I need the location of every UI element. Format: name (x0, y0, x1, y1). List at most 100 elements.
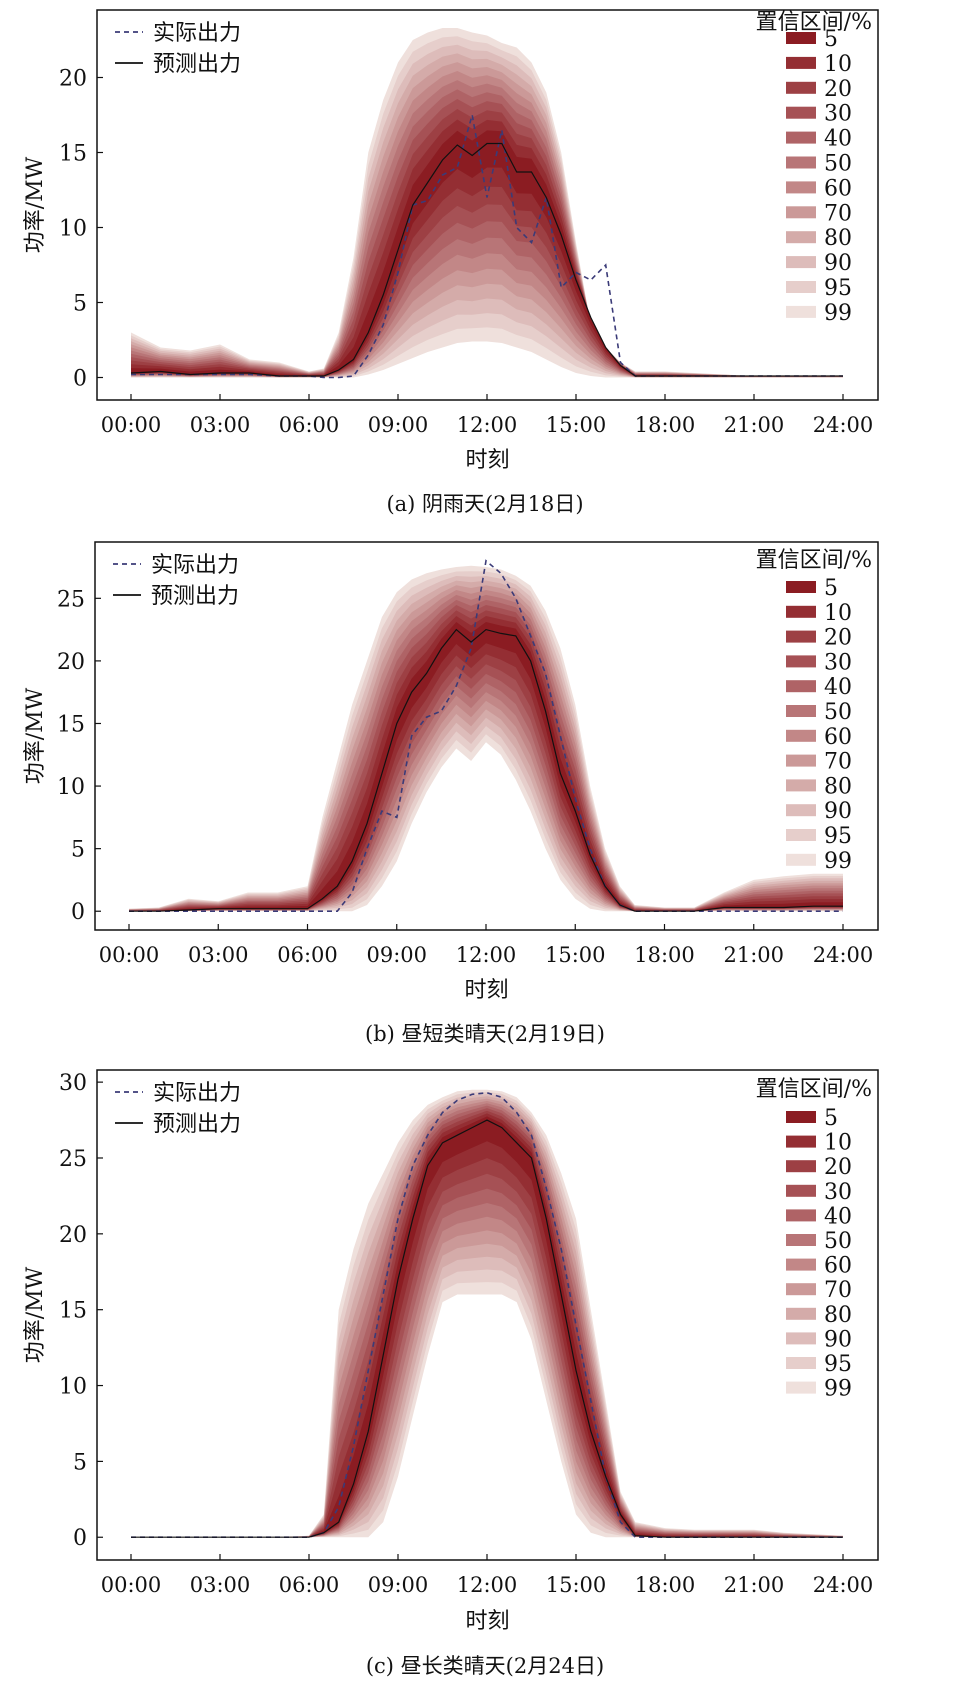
legend-swatch-5-a (786, 32, 816, 44)
x-tick-label-a: 00:00 (101, 413, 162, 437)
legend-line-label-c: 实际出力 (153, 1081, 241, 1106)
x-tick-label-c: 00:00 (101, 1573, 162, 1597)
x-tick-label-c: 18:00 (635, 1573, 696, 1597)
legend-level-label-b: 20 (824, 626, 852, 651)
legend-level-label-a: 60 (824, 176, 852, 201)
legend-swatch-20-a (786, 81, 816, 94)
y-axis-label-a: 功率/MW (23, 156, 48, 253)
legend-swatch-40-b (786, 680, 816, 693)
band-40-a (131, 89, 843, 377)
band-99-b (129, 565, 843, 912)
legend-swatch-50-c (786, 1234, 816, 1246)
legend-level-label-b: 80 (824, 774, 852, 799)
legend-level-label-c: 30 (824, 1180, 852, 1205)
y-tick-label-a: 10 (59, 217, 87, 242)
legend-level-label-a: 20 (824, 77, 852, 102)
legend-level-label-a: 70 (824, 201, 852, 226)
legend-swatch-60-a (786, 181, 816, 194)
confidence-bands-b (129, 565, 843, 912)
legend-line-label-a: 预测出力 (153, 52, 241, 77)
y-tick-label-c: 30 (59, 1071, 87, 1096)
x-tick-label-a: 24:00 (813, 413, 874, 437)
y-axis-label-b: 功率/MW (23, 687, 48, 784)
legend-level-label-a: 5 (824, 27, 838, 52)
legend-title-a: 置信区间/% (756, 10, 872, 35)
y-tick-label-b: 10 (57, 775, 85, 800)
x-tick-label-a: 15:00 (546, 413, 607, 437)
legend-swatch-99-b (786, 853, 816, 866)
confidence-bands-c (131, 1089, 843, 1538)
legend-swatch-80-a (786, 231, 816, 244)
x-tick-label-b: 09:00 (366, 943, 427, 967)
y-tick-label-b: 5 (71, 838, 85, 863)
legend-swatch-10-a (786, 56, 816, 69)
legend-level-label-a: 30 (824, 102, 852, 127)
legend-level-label-b: 90 (824, 799, 852, 824)
caption-b: (b) 昼短类晴天(2月19日) (365, 1022, 605, 1046)
legend-level-label-b: 30 (824, 650, 852, 675)
legend-swatch-50-b (786, 705, 816, 717)
legend-level-label-c: 60 (824, 1254, 852, 1279)
chart-panel-a: 0 5 10 15 20 00:00 03:00 06:00 09:00 12:00 15:00 18… (0, 0, 970, 530)
legend-swatch-80-c (786, 1307, 816, 1320)
legend-level-label-c: 70 (824, 1278, 852, 1303)
legend-title-b: 置信区间/% (756, 548, 872, 573)
legend-swatch-90-b (786, 804, 816, 817)
legend-swatch-50-a (786, 156, 816, 169)
y-tick-label-c: 15 (59, 1299, 87, 1324)
x-tick-label-c: 03:00 (190, 1573, 251, 1597)
legend-level-label-b: 70 (824, 750, 852, 775)
legend-line-label-b: 预测出力 (151, 584, 239, 609)
y-tick-label-c: 10 (59, 1375, 87, 1400)
legend-swatch-90-a (786, 256, 816, 269)
x-tick-label-c: 12:00 (457, 1573, 518, 1597)
y-tick-label-a: 15 (59, 142, 87, 167)
legend-level-label-b: 5 (824, 576, 838, 601)
y-tick-label-a: 0 (73, 367, 87, 392)
legend-level-label-a: 99 (824, 301, 852, 326)
x-tick-label-b: 00:00 (99, 943, 160, 967)
y-axis-label-c: 功率/MW (23, 1266, 48, 1363)
actual-line-b (129, 559, 843, 913)
x-tick-label-a: 03:00 (190, 413, 251, 437)
x-tick-label-c: 15:00 (546, 1573, 607, 1597)
legend-swatch-20-c (786, 1160, 816, 1173)
x-tick-label-a: 06:00 (279, 413, 340, 437)
legend-level-label-c: 20 (824, 1155, 852, 1180)
legend-level-label-b: 95 (824, 824, 852, 849)
band-30-b (129, 605, 843, 912)
legend-level-label-c: 50 (824, 1229, 852, 1254)
forecast-line-c (131, 1119, 843, 1538)
caption-a: (a) 阴雨天(2月18日) (386, 492, 584, 516)
legend-swatch-60-c (786, 1258, 816, 1271)
legend-swatch-70-a (786, 206, 816, 219)
x-axis-label-c: 时刻 (465, 1609, 509, 1634)
legend-level-label-c: 5 (824, 1106, 838, 1131)
forecast-line-b (129, 628, 843, 912)
legend-level-label-c: 10 (824, 1131, 852, 1156)
legend-level-label-b: 10 (824, 601, 852, 626)
legend-line-label-c: 预测出力 (153, 1112, 241, 1137)
legend-level-label-a: 80 (824, 226, 852, 251)
legend-swatch-80-b (786, 779, 816, 792)
x-tick-label-b: 03:00 (188, 943, 249, 967)
x-tick-label-a: 09:00 (368, 413, 429, 437)
chart-panel-b: 0 5 10 15 20 25 00:00 03:00 06:00 09:00 12:00 15:00… (0, 530, 970, 1060)
x-tick-label-a: 18:00 (635, 413, 696, 437)
y-tick-label-a: 5 (73, 292, 87, 317)
legend-swatch-70-b (786, 754, 816, 767)
y-tick-label-b: 15 (57, 712, 85, 737)
y-tick-label-c: 5 (73, 1450, 87, 1475)
band-10-a (131, 119, 843, 377)
legend-level-label-b: 60 (824, 725, 852, 750)
confidence-bands-a (131, 28, 843, 378)
x-tick-label-a: 12:00 (457, 413, 518, 437)
legend-level-label-c: 95 (824, 1352, 852, 1377)
x-tick-label-b: 24:00 (813, 943, 874, 967)
x-tick-label-c: 09:00 (368, 1573, 429, 1597)
x-axis-label-a: 时刻 (465, 448, 509, 473)
legend-title-c: 置信区间/% (756, 1077, 872, 1102)
band-40-c (131, 1105, 843, 1538)
legend-swatch-10-b (786, 605, 816, 618)
